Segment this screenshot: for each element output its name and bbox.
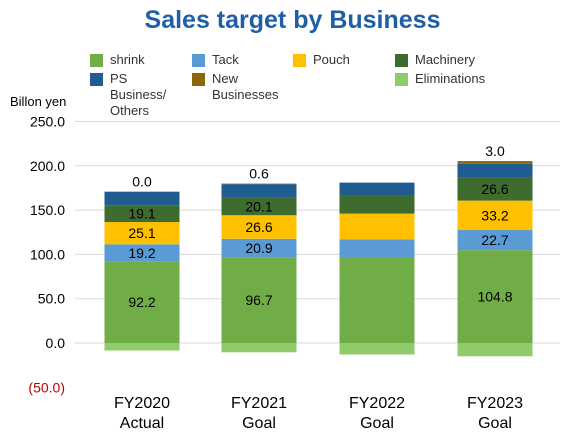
y-tick-label: 100.0 <box>30 246 65 262</box>
legend-label: Pouch <box>313 52 350 67</box>
bar-segment <box>339 213 415 240</box>
bar-segment <box>104 261 180 343</box>
legend-swatch <box>90 73 103 86</box>
legend-swatch <box>395 54 408 67</box>
data-label: 20.9 <box>245 240 272 256</box>
data-label: 22.7 <box>481 232 508 248</box>
x-tick-label: Actual <box>120 415 164 432</box>
legend-swatch <box>395 73 408 86</box>
y-tick-label: 50.0 <box>38 291 65 307</box>
y-tick-label: 0.0 <box>46 335 66 351</box>
data-label: 92.2 <box>128 294 155 310</box>
bar-segment <box>339 239 415 258</box>
data-label: 25.1 <box>128 225 155 241</box>
data-label: 20.1 <box>245 198 272 214</box>
data-label: 104.8 <box>477 289 512 305</box>
data-label: 26.6 <box>481 181 508 197</box>
legend-swatch <box>192 54 205 67</box>
data-label: 3.0 <box>485 143 505 159</box>
bar-segment <box>221 183 297 185</box>
bar-segment <box>221 184 297 198</box>
y-tick-label: (50.0) <box>28 379 65 395</box>
y-tick-label: 200.0 <box>30 158 65 174</box>
legend-label: Eliminations <box>415 71 486 86</box>
bar-segment <box>221 238 297 258</box>
x-tick-label: FY2020 <box>114 395 170 412</box>
bar-segment <box>221 257 297 343</box>
chart-title: Sales target by Business <box>144 6 441 34</box>
bar-segment <box>221 197 297 216</box>
bar-segment <box>221 343 297 353</box>
bar-segment <box>339 195 415 214</box>
legend-swatch <box>192 73 205 86</box>
bar-segment <box>104 191 180 206</box>
data-label: 0.0 <box>132 174 152 190</box>
data-label: 19.2 <box>128 245 155 261</box>
x-tick-label: Goal <box>360 415 394 432</box>
legend-label: shrink <box>110 52 145 67</box>
y-tick-label: 250.0 <box>30 114 65 130</box>
x-tick-label: Goal <box>242 415 276 432</box>
bar-segment <box>221 215 297 239</box>
bar-segment <box>457 163 533 178</box>
bar-segment <box>104 205 180 223</box>
legend-label: Tack <box>212 52 239 67</box>
bar-segment <box>104 343 180 351</box>
data-label: 96.7 <box>245 292 272 308</box>
y-axis-label: Billon yen <box>10 94 66 109</box>
bar-segment <box>339 182 415 196</box>
legend-label: New Businesses <box>212 71 279 102</box>
legend-label: PS Business/ Others <box>110 71 167 118</box>
x-tick-label: FY2023 <box>467 395 523 412</box>
bar-segment <box>457 161 533 164</box>
bar-segment <box>457 177 533 201</box>
bar-segment <box>104 244 180 262</box>
bar-segment <box>104 222 180 245</box>
bar-segment <box>457 343 533 357</box>
data-label: 26.6 <box>245 219 272 235</box>
x-tick-label: FY2021 <box>231 395 287 412</box>
bar-segment <box>457 230 533 251</box>
legend-swatch <box>293 54 306 67</box>
data-label: 33.2 <box>481 207 508 223</box>
legend-swatch <box>90 54 103 67</box>
bar-segment <box>457 250 533 343</box>
bar-segment <box>457 200 533 231</box>
bar-segment <box>339 257 415 343</box>
data-label: 19.1 <box>128 206 155 222</box>
legend: shrink Tack Pouch Machinery PS Business/ Oth… <box>0 0 585 118</box>
data-label: 0.6 <box>249 166 269 182</box>
legend-label: Machinery <box>415 52 475 67</box>
x-tick-label: Goal <box>478 415 512 432</box>
x-tick-label: FY2022 <box>349 395 405 412</box>
y-tick-label: 150.0 <box>30 202 65 218</box>
bar-segment <box>339 343 415 355</box>
